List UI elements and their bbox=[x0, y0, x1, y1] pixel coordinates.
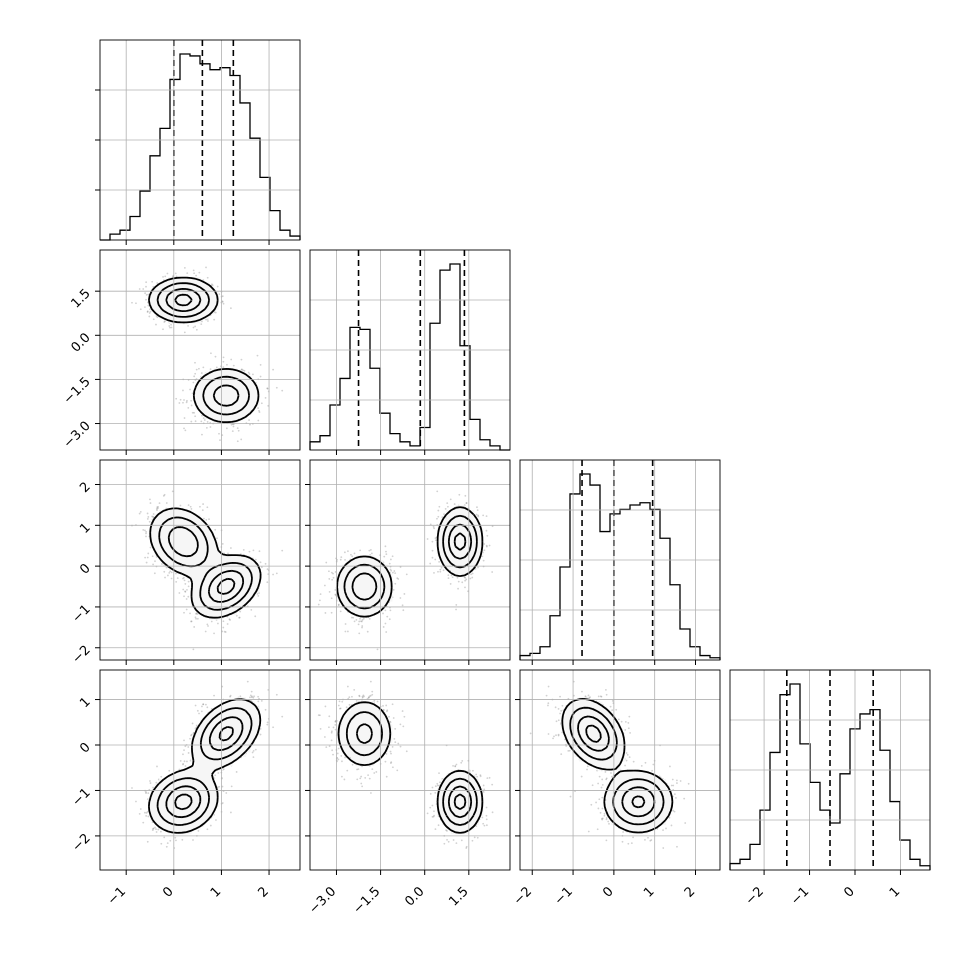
histogram-param-0 bbox=[100, 53, 301, 241]
contour-lines-3-1 bbox=[337, 701, 484, 834]
axis-frame bbox=[309, 669, 511, 871]
x-tick-label-1-1: −1.5 bbox=[350, 884, 383, 917]
axis-frame bbox=[309, 249, 511, 451]
contour-level-2 bbox=[343, 514, 478, 610]
y-tick-label-3-3: 1 bbox=[77, 695, 93, 711]
contour-lines-2-0 bbox=[149, 507, 262, 619]
contour-level-1 bbox=[351, 523, 473, 601]
axes-layer: −1 0 1 2 −3.0 −1.5 0.0 1.5 −2 −1 0 1 2 −2 −1 0 1 −3.0 −1.5… bbox=[61, 39, 931, 917]
y-tick-label-2-4: 2 bbox=[77, 480, 93, 496]
y-tick-label-2-1: −1 bbox=[69, 602, 93, 626]
contour-level-3 bbox=[337, 701, 484, 834]
x-tick-label-0-3: 2 bbox=[255, 884, 271, 900]
contour-level-1 bbox=[577, 715, 656, 818]
y-tick-label-1-1: −1.5 bbox=[61, 374, 94, 407]
x-tick-label-0-1: 0 bbox=[160, 884, 176, 900]
contour-layer bbox=[148, 276, 674, 835]
panel-3-2 bbox=[515, 669, 721, 875]
panel-3-0 bbox=[95, 669, 301, 875]
panel-2-2 bbox=[519, 459, 721, 665]
panel-1-0 bbox=[95, 249, 301, 455]
y-tick-label-1-3: 1.5 bbox=[68, 286, 93, 311]
axis-frame bbox=[519, 459, 721, 661]
y-tick-label-1-2: 0.0 bbox=[68, 330, 93, 355]
y-tick-label-2-0: −2 bbox=[69, 643, 93, 667]
axis-frame bbox=[309, 459, 511, 661]
panel-0-0 bbox=[95, 39, 301, 245]
x-tick-label-3-2: 0 bbox=[841, 884, 857, 900]
x-tick-label-2-0: −2 bbox=[511, 884, 535, 908]
contour-lines-2-1 bbox=[336, 506, 484, 618]
contour-level-3 bbox=[148, 276, 260, 424]
x-tick-label-2-2: 0 bbox=[600, 884, 616, 900]
panel-2-1 bbox=[305, 459, 511, 665]
histogram-param-3 bbox=[729, 683, 931, 870]
x-tick-label-0-2: 1 bbox=[208, 884, 224, 900]
density-shading-3-1 bbox=[337, 701, 484, 835]
y-tick-label-1-0: −3.0 bbox=[61, 419, 94, 452]
x-tick-label-2-3: 1 bbox=[641, 884, 657, 900]
density-shading-3-2 bbox=[560, 697, 671, 835]
x-tick-label-2-1: −1 bbox=[552, 884, 576, 908]
axis-frame bbox=[99, 459, 301, 661]
panel-3-1 bbox=[305, 669, 511, 875]
y-tick-label-3-2: 0 bbox=[77, 740, 93, 756]
y-tick-label-3-1: −1 bbox=[69, 786, 93, 810]
x-tick-label-1-0: −3.0 bbox=[306, 884, 339, 917]
panel-3-3 bbox=[729, 669, 931, 875]
contour-level-0 bbox=[174, 293, 193, 307]
y-tick-label-2-2: 0 bbox=[77, 561, 93, 577]
axis-frame bbox=[729, 669, 931, 871]
x-tick-label-0-0: −1 bbox=[105, 884, 129, 908]
axis-frame bbox=[99, 249, 301, 451]
x-tick-label-2-4: 2 bbox=[682, 884, 698, 900]
contour-level-0 bbox=[585, 724, 646, 809]
contour-level-1 bbox=[165, 716, 244, 819]
contour-level-0 bbox=[453, 793, 467, 811]
y-tick-label-2-3: 1 bbox=[77, 520, 93, 536]
x-tick-label-1-2: 0.0 bbox=[402, 884, 427, 909]
histogram-param-1 bbox=[309, 263, 510, 451]
histogram-param-2 bbox=[519, 473, 721, 660]
x-tick-label-3-0: −2 bbox=[743, 884, 767, 908]
x-tick-label-3-1: −1 bbox=[788, 884, 812, 908]
axis-frame bbox=[519, 669, 721, 871]
contour-lines-3-2 bbox=[561, 698, 674, 834]
panel-1-1 bbox=[309, 249, 511, 455]
x-tick-label-1-3: 1.5 bbox=[446, 884, 471, 909]
axis-frame bbox=[99, 669, 301, 871]
x-tick-label-3-3: 1 bbox=[887, 884, 903, 900]
contour-level-0 bbox=[453, 532, 467, 551]
axis-frame bbox=[99, 39, 301, 241]
panel-2-0 bbox=[95, 459, 301, 665]
contour-level-3 bbox=[149, 507, 262, 619]
y-tick-label-3-0: −2 bbox=[69, 831, 93, 855]
